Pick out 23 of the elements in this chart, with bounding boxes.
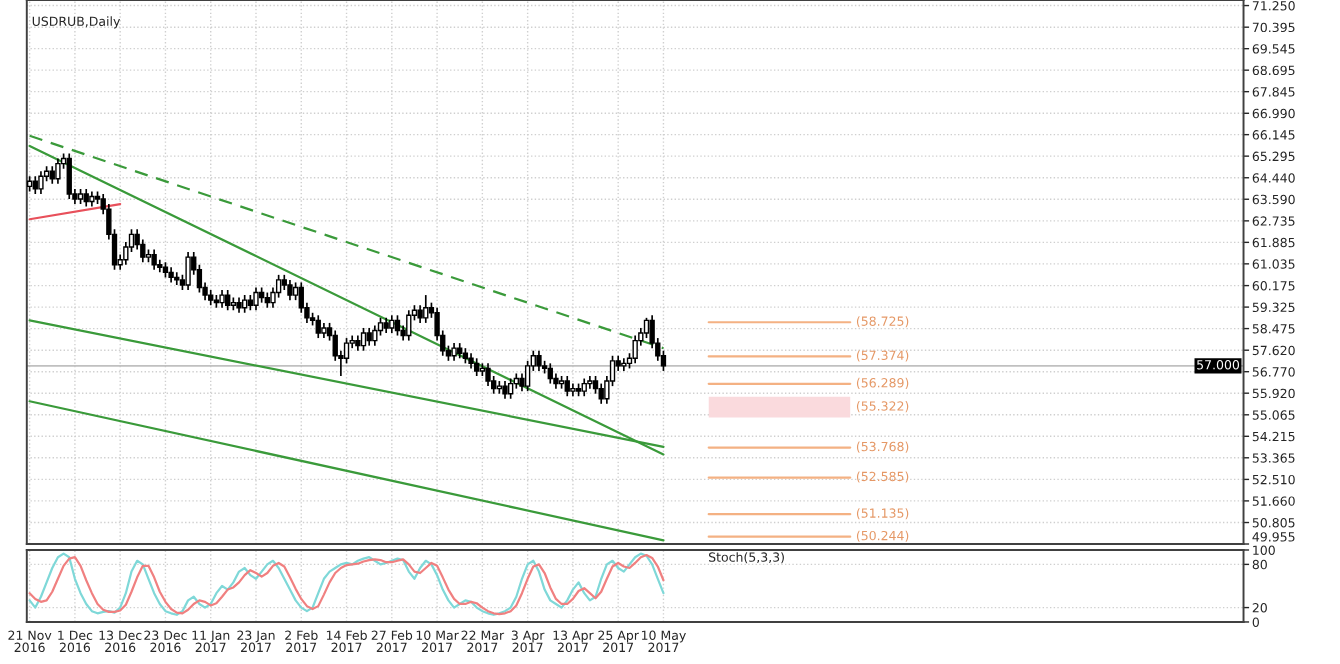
candlestick: [632, 334, 638, 365]
candlestick: [536, 349, 542, 372]
candlestick: [38, 170, 44, 195]
candlestick: [406, 309, 412, 342]
candlestick: [151, 248, 157, 271]
candlestick: [485, 362, 491, 387]
candlestick: [360, 327, 367, 352]
candlestick: [287, 279, 293, 301]
candlestick: [547, 362, 553, 385]
candlestick: [225, 289, 231, 312]
candlestick: [643, 317, 650, 339]
candlestick: [253, 286, 259, 312]
candlestick: [66, 152, 72, 200]
candlestick: [315, 314, 321, 339]
candlestick: [598, 382, 604, 405]
candlestick: [185, 251, 191, 291]
candlestick: [394, 314, 401, 337]
candlestick: [372, 324, 378, 347]
candlestick: [524, 359, 531, 393]
candlestick: [507, 377, 514, 400]
candlestick: [423, 294, 429, 324]
candlestick: [55, 157, 61, 185]
candlestick: [564, 375, 570, 398]
